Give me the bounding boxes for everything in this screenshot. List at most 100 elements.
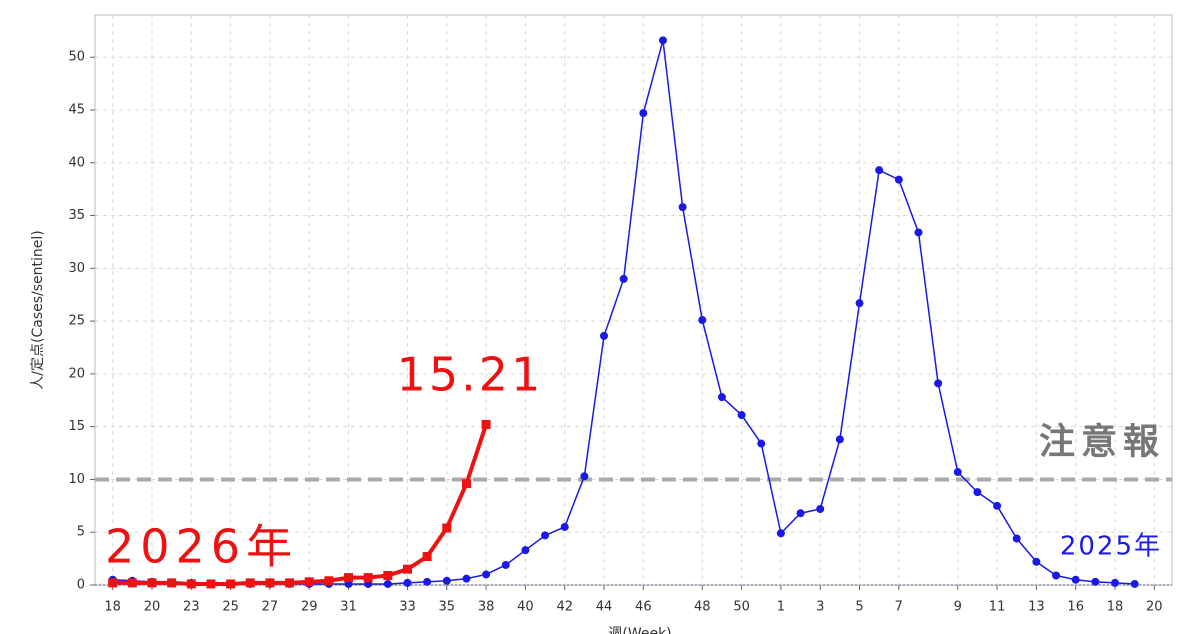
point [816,505,825,513]
point [541,531,550,540]
point [206,579,216,589]
point [245,578,255,588]
point [304,577,314,587]
y-tick-label: 15 [68,419,85,434]
x-tick-label: 46 [635,600,652,615]
point [461,479,471,489]
point [776,529,785,538]
point [757,439,766,448]
point [796,509,805,518]
x-tick-label: 9 [954,600,962,615]
point [383,579,392,588]
point [383,571,393,580]
point [973,488,982,497]
plot-frame [94,14,1173,586]
point [442,576,451,585]
y-tick-label: 5 [77,525,85,540]
y-tick-label: 45 [68,103,85,118]
point [835,435,844,444]
point [1052,571,1061,580]
point [462,574,471,583]
point [658,36,667,45]
y-axis-label: 人/定点(Cases/sentinel) [30,230,46,389]
point [580,472,589,481]
point [147,578,157,588]
point [1012,534,1021,543]
x-tick-label: 18 [104,600,121,615]
series-line [112,40,1135,585]
point [1032,557,1041,566]
point [953,468,962,477]
x-tick-label: 7 [895,600,903,615]
x-tick-label: 48 [694,600,711,615]
y-tick-label: 0 [77,578,85,593]
x-tick-label: 13 [1028,600,1045,615]
point [521,546,530,555]
point [501,560,510,569]
x-tick-label: 50 [733,600,750,615]
y-tick-label: 25 [68,314,85,329]
point [265,578,275,588]
x-tick-label: 23 [183,600,200,615]
point [1071,575,1080,584]
point [600,331,609,340]
point [914,228,923,237]
x-tick-label: 44 [596,600,613,615]
point [226,579,236,589]
y-tick-label: 35 [68,208,85,223]
x-tick-label: 31 [340,600,357,615]
threshold-label: 注意報 [1039,421,1165,462]
x-tick-label: 38 [478,600,495,615]
x-tick-label: 35 [439,600,456,615]
point [560,522,569,531]
point [678,203,687,212]
point [324,576,334,586]
x-tick-label: 27 [262,600,279,615]
y-tick-label: 50 [68,50,85,65]
point [619,274,628,283]
x-tick-label: 20 [1146,600,1163,615]
point [993,501,1002,510]
point [422,552,432,561]
y-tick-label: 30 [68,261,85,276]
x-tick-label: 25 [222,600,239,615]
point [285,578,295,588]
point [737,411,746,420]
point [894,175,903,184]
point [1111,578,1120,587]
x-tick-label: 40 [517,600,534,615]
series-label: 2026年 [105,520,298,574]
x-tick-label: 11 [989,600,1006,615]
point [127,578,137,588]
x-tick-label: 3 [816,600,824,615]
point [639,109,648,118]
series-label: 2025年 [1060,532,1162,562]
point [423,577,432,586]
y-tick-label: 10 [68,472,85,487]
y-tick-label: 40 [68,155,85,170]
x-tick-label: 29 [301,600,318,615]
point [403,578,412,587]
x-tick-label: 1 [777,600,785,615]
point [167,578,177,588]
point [481,419,491,429]
point [698,316,707,325]
x-tick-label: 16 [1067,600,1084,615]
x-tick-label: 5 [855,600,863,615]
value-annotation: 15.21 [397,348,544,402]
x-tick-label: 42 [556,600,573,615]
point [875,166,884,175]
point [108,578,118,588]
x-tick-label: 20 [144,600,161,615]
point [1091,577,1100,586]
y-tick-label: 20 [68,366,85,381]
x-axis-label: 週(Week) [608,626,671,634]
point [855,299,864,308]
point [934,379,943,388]
point [1130,579,1139,588]
point [717,393,726,402]
point [344,573,354,583]
x-tick-label: 33 [399,600,416,615]
point [363,573,373,583]
